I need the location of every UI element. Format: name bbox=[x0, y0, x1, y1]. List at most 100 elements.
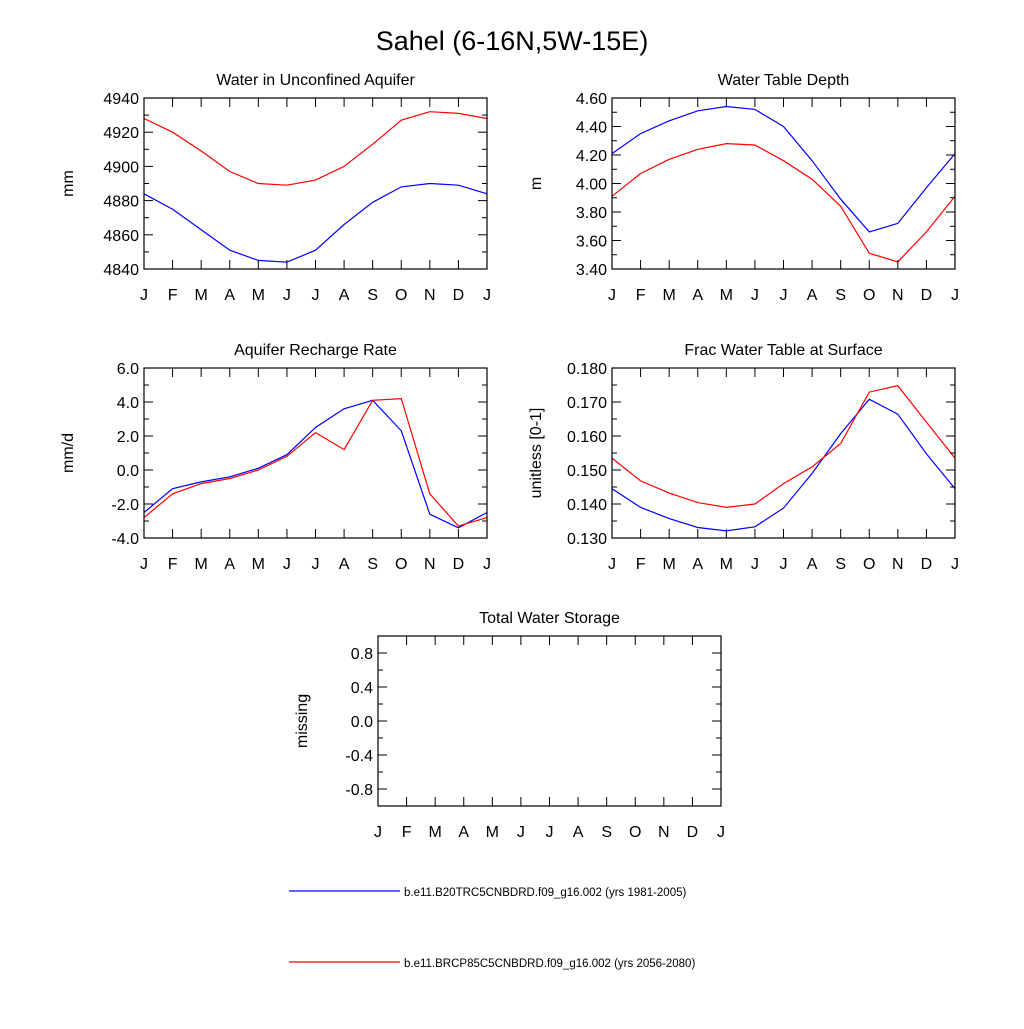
x-tick-label: O bbox=[863, 287, 875, 304]
series-line-blue bbox=[143, 182, 488, 263]
x-tick-label: N bbox=[892, 556, 904, 573]
x-tick-label: J bbox=[951, 287, 959, 304]
x-tick-label: N bbox=[424, 287, 436, 304]
y-tick-label: 2.0 bbox=[117, 429, 139, 446]
y-axis-label: mm bbox=[60, 170, 77, 197]
x-tick-label: J bbox=[751, 556, 759, 573]
x-tick-label: A bbox=[692, 556, 703, 573]
plot-frame bbox=[143, 367, 488, 539]
y-axis-label: m bbox=[528, 177, 545, 190]
y-tick-label: 4840 bbox=[103, 262, 139, 279]
legend-label: b.e11.B20TRC5CNBDRD.f09_g16.002 (yrs 198… bbox=[404, 887, 686, 899]
x-tick-label: N bbox=[424, 556, 436, 573]
x-tick-label: A bbox=[339, 287, 350, 304]
x-tick-label: D bbox=[921, 287, 933, 304]
x-tick-label: A bbox=[807, 556, 818, 573]
y-tick-label: -0.4 bbox=[345, 748, 373, 765]
panel-title: Frac Water Table at Surface bbox=[684, 342, 882, 359]
x-tick-label: J bbox=[140, 556, 148, 573]
x-tick-label: M bbox=[252, 287, 265, 304]
y-tick-label: 3.60 bbox=[576, 234, 607, 251]
x-tick-label: M bbox=[720, 556, 733, 573]
series-line-red bbox=[143, 397, 488, 527]
y-tick-label: 4.60 bbox=[576, 91, 607, 108]
x-tick-label: A bbox=[224, 287, 235, 304]
x-tick-label: A bbox=[458, 824, 469, 841]
x-tick-label: D bbox=[453, 556, 465, 573]
x-tick-label: O bbox=[395, 287, 407, 304]
panel-1: J F M A M J J A S O N D J484048604880490049204940Wat… bbox=[60, 72, 491, 304]
panel-title: Aquifer Recharge Rate bbox=[234, 342, 397, 359]
y-tick-label: 4.20 bbox=[576, 148, 607, 165]
x-tick-label: F bbox=[636, 287, 646, 304]
x-tick-label: M bbox=[663, 556, 676, 573]
x-tick-label: J bbox=[312, 287, 320, 304]
x-tick-label: A bbox=[573, 824, 584, 841]
x-tick-label: A bbox=[339, 556, 350, 573]
x-tick-label: S bbox=[835, 556, 846, 573]
x-tick-label: J bbox=[483, 556, 491, 573]
x-tick-label: M bbox=[195, 287, 208, 304]
x-tick-label: J bbox=[312, 556, 320, 573]
x-tick-label: D bbox=[453, 287, 465, 304]
y-tick-label: 0.130 bbox=[567, 531, 607, 548]
x-tick-label: J bbox=[608, 556, 616, 573]
x-tick-label: O bbox=[629, 824, 641, 841]
x-tick-label: F bbox=[402, 824, 412, 841]
x-tick-label: J bbox=[546, 824, 554, 841]
x-tick-label: A bbox=[807, 287, 818, 304]
panel-4: J F M A M J J A S O N D J0.1300.1400.1500.1600.1700.… bbox=[528, 342, 959, 573]
x-tick-label: F bbox=[168, 556, 178, 573]
x-tick-label: F bbox=[636, 556, 646, 573]
x-tick-label: S bbox=[367, 556, 378, 573]
legend-label: b.e11.BRCP85C5CNBDRD.f09_g16.002 (yrs 20… bbox=[404, 958, 695, 970]
panel-title: Water in Unconfined Aquifer bbox=[216, 72, 415, 89]
x-tick-label: S bbox=[367, 287, 378, 304]
x-tick-label: M bbox=[429, 824, 442, 841]
x-tick-label: D bbox=[921, 556, 933, 573]
series-line-blue bbox=[611, 398, 956, 532]
plot-frame bbox=[377, 635, 722, 807]
x-tick-label: S bbox=[601, 824, 612, 841]
x-tick-label: J bbox=[780, 287, 788, 304]
series-line-red bbox=[611, 385, 956, 509]
y-tick-label: -0.8 bbox=[345, 782, 373, 799]
x-tick-label: N bbox=[658, 824, 670, 841]
figure-title: Sahel (6-16N,5W-15E) bbox=[376, 26, 649, 56]
panel-3: J F M A M J J A S O N D J-4.0-2.00.02.04.06.0Aquifer… bbox=[60, 342, 491, 573]
legend-entry-1: b.e11.B20TRC5CNBDRD.f09_g16.002 (yrs 198… bbox=[289, 887, 686, 899]
x-tick-label: J bbox=[374, 824, 382, 841]
x-tick-label: J bbox=[751, 287, 759, 304]
y-tick-label: 0.150 bbox=[567, 463, 607, 480]
x-tick-label: J bbox=[780, 556, 788, 573]
x-tick-label: M bbox=[720, 287, 733, 304]
y-tick-label: 0.0 bbox=[117, 463, 139, 480]
x-tick-label: J bbox=[283, 556, 291, 573]
x-tick-label: M bbox=[195, 556, 208, 573]
series-line-blue bbox=[143, 399, 488, 529]
y-tick-label: 4920 bbox=[103, 125, 139, 142]
x-tick-label: A bbox=[692, 287, 703, 304]
legend: b.e11.B20TRC5CNBDRD.f09_g16.002 (yrs 198… bbox=[289, 887, 695, 970]
y-tick-label: 0.160 bbox=[567, 429, 607, 446]
x-tick-label: O bbox=[395, 556, 407, 573]
y-tick-label: 4940 bbox=[103, 91, 139, 108]
x-tick-label: J bbox=[951, 556, 959, 573]
y-tick-label: 4.0 bbox=[117, 395, 139, 412]
x-tick-label: D bbox=[687, 824, 699, 841]
y-tick-label: 6.0 bbox=[117, 361, 139, 378]
x-tick-label: J bbox=[140, 287, 148, 304]
y-axis-label: unitless [0-1] bbox=[528, 408, 545, 499]
x-tick-label: M bbox=[252, 556, 265, 573]
y-tick-label: 4.40 bbox=[576, 120, 607, 137]
panel-2: J F M A M J J A S O N D J3.403.603.804.004.204.404.6… bbox=[528, 72, 959, 304]
x-tick-label: A bbox=[224, 556, 235, 573]
y-tick-label: 0.8 bbox=[351, 646, 373, 663]
y-tick-label: 4.00 bbox=[576, 177, 607, 194]
legend-entry-2: b.e11.BRCP85C5CNBDRD.f09_g16.002 (yrs 20… bbox=[289, 958, 695, 970]
x-tick-label: J bbox=[483, 287, 491, 304]
x-tick-label: N bbox=[892, 287, 904, 304]
x-tick-label: S bbox=[835, 287, 846, 304]
y-tick-label: 4900 bbox=[103, 159, 139, 176]
